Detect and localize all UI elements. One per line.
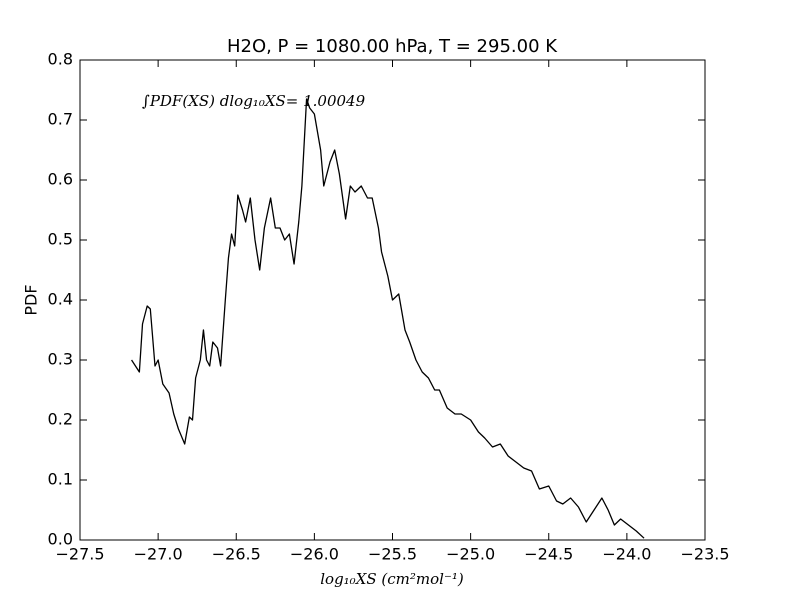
y-tick-label: 0.2	[48, 410, 73, 429]
y-tick-label: 0.0	[48, 530, 73, 549]
x-tick-label: −25.5	[368, 545, 417, 564]
plot-frame	[79, 59, 706, 541]
y-tick-label: 0.1	[48, 470, 73, 489]
y-tick-label: 0.5	[48, 230, 73, 249]
x-axis-label: log₁₀XS (cm²mol⁻¹)	[320, 570, 464, 588]
y-axis-label: PDF	[22, 284, 41, 315]
x-tick-label: −26.0	[290, 545, 339, 564]
y-tick-label: 0.3	[48, 350, 73, 369]
x-tick-label: −24.5	[524, 545, 573, 564]
x-tick-label: −26.5	[212, 545, 261, 564]
x-tick-label: −27.0	[134, 545, 183, 564]
x-tick-label: −25.0	[446, 545, 495, 564]
y-tick-label: 0.7	[48, 110, 73, 129]
x-tick-label: −24.0	[602, 545, 651, 564]
y-tick-label: 0.8	[48, 50, 73, 69]
y-tick-label: 0.6	[48, 170, 73, 189]
x-tick-label: −27.5	[55, 545, 104, 564]
annotation: ∫PDF(XS) dlog₁₀XS= 1.00049	[142, 92, 366, 110]
chart-title: H2O, P = 1080.00 hPa, T = 295.00 K	[227, 36, 558, 57]
data-line	[131, 98, 645, 539]
x-tick-label: −23.5	[680, 545, 729, 564]
y-tick-label: 0.4	[48, 290, 73, 309]
